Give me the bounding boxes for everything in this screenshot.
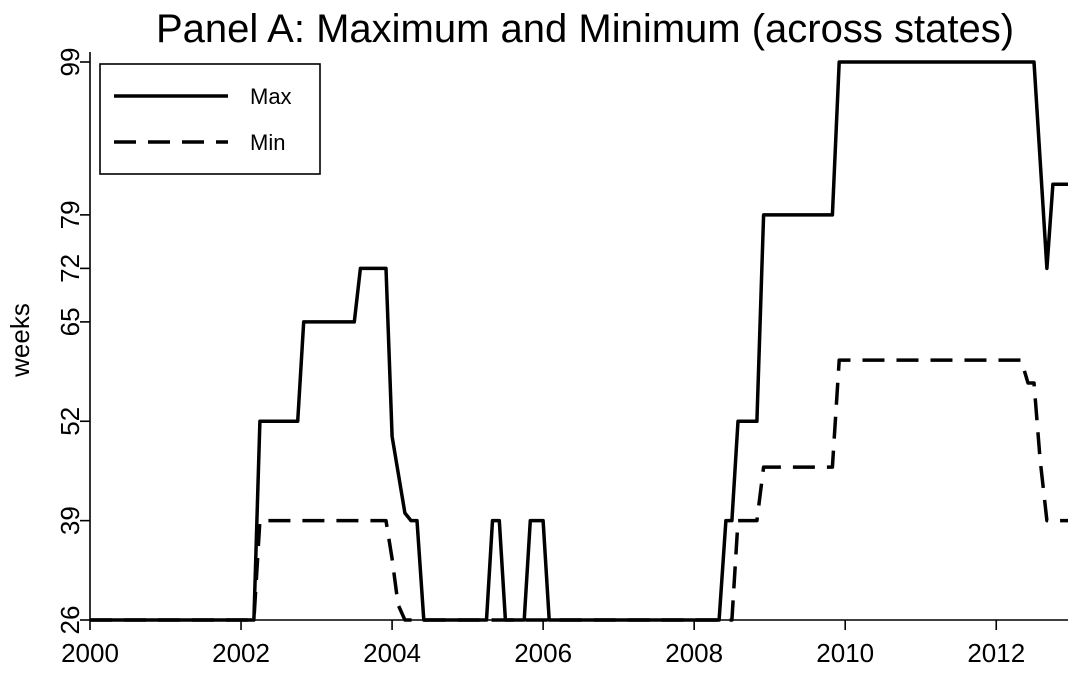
- x-tick-label: 2004: [363, 638, 421, 668]
- legend: Max Min: [99, 63, 321, 175]
- y-tick-label: 79: [55, 200, 85, 229]
- x-tick-label: 2006: [514, 638, 572, 668]
- y-tick-label: 65: [55, 307, 85, 336]
- chart-title: Panel A: Maximum and Minimum (across sta…: [156, 7, 1014, 51]
- axes: 2000 2002 2004 2006 2008 2010 2012 26 39 52 65 72 79…: [5, 48, 1068, 668]
- x-tick-label: 2012: [967, 638, 1025, 668]
- y-axis-label: weeks: [5, 303, 35, 378]
- x-tick-label: 2010: [816, 638, 874, 668]
- x-tick-label: 2008: [665, 638, 723, 668]
- y-tick-label: 39: [55, 506, 85, 535]
- legend-box: [99, 63, 321, 175]
- x-tick-label: 2000: [61, 638, 119, 668]
- legend-label-max: Max: [250, 84, 292, 109]
- x-tick-label: 2002: [212, 638, 270, 668]
- y-tick-label: 52: [55, 407, 85, 436]
- series-line-min: [90, 358, 1068, 622]
- y-tick-label: 99: [55, 48, 85, 77]
- series-layer: [90, 60, 1068, 622]
- legend-label-min: Min: [250, 130, 285, 155]
- y-tick-label: 26: [55, 606, 85, 635]
- y-tick-label: 72: [55, 254, 85, 283]
